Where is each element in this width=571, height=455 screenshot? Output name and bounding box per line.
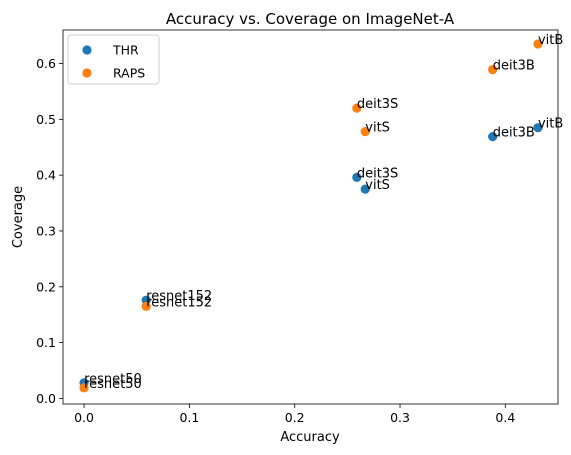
legend-marker-thr	[82, 45, 92, 55]
thr-point-deit3S	[352, 172, 362, 182]
y-tick-label: 0.0	[36, 391, 56, 406]
x-tick-label: 0.3	[390, 410, 410, 425]
y-tick-label: 0.5	[36, 112, 56, 127]
plot-area	[62, 29, 559, 405]
y-tick-label: 0.1	[36, 335, 56, 350]
point-label: resnet152	[146, 295, 212, 310]
point-label: vitB	[538, 117, 563, 132]
point-label: deit3B	[493, 59, 535, 74]
point-label: deit3S	[357, 97, 398, 112]
raps-point-resnet152	[141, 301, 151, 311]
point-label: deit3B	[493, 126, 535, 141]
y-axis-title: Coverage	[11, 186, 26, 248]
point-label: deit3S	[357, 166, 398, 181]
legend-label-raps: RAPS	[113, 66, 145, 81]
chart-title: Accuracy vs. Coverage on ImageNet-A	[166, 10, 455, 28]
y-tick-label: 0.4	[36, 168, 56, 183]
raps-point-deit3B	[488, 65, 498, 75]
x-tick-label: 0.2	[285, 410, 305, 425]
y-tick-label: 0.6	[36, 56, 56, 71]
raps-point-vitB	[533, 39, 543, 49]
raps-point-vitS	[360, 126, 370, 137]
x-tick-label: 0.1	[179, 410, 199, 425]
raps-point-deit3S	[352, 103, 362, 113]
thr-point-deit3B	[488, 132, 498, 142]
point-label: vitS	[365, 178, 390, 193]
raps-point-resnet50	[79, 383, 89, 393]
x-axis-title: Accuracy	[280, 430, 340, 445]
y-tick-label: 0.2	[36, 279, 56, 294]
point-label: resnet50	[84, 377, 142, 392]
thr-point-vitS	[360, 184, 370, 194]
y-tick-label: 0.3	[36, 223, 56, 238]
point-label: vitB	[538, 33, 563, 48]
x-tick-label: 0.0	[74, 410, 94, 425]
data-points: resnet50resnet152deit3SvitSdeit3BvitBres…	[79, 33, 563, 393]
legend-label-thr: THR	[112, 43, 139, 58]
point-label: resnet152	[146, 289, 212, 304]
thr-point-vitB	[533, 123, 543, 133]
legend: THR RAPS	[67, 34, 160, 85]
point-label: resnet50	[84, 372, 142, 387]
x-axis: 0.0 0.1 0.2 0.3 0.4	[74, 404, 515, 425]
y-axis: 0.0 0.1 0.2 0.3 0.4 0.5 0.6	[36, 56, 63, 406]
x-tick-label: 0.4	[495, 410, 515, 425]
legend-marker-raps	[82, 68, 92, 78]
point-label: vitS	[365, 121, 390, 136]
